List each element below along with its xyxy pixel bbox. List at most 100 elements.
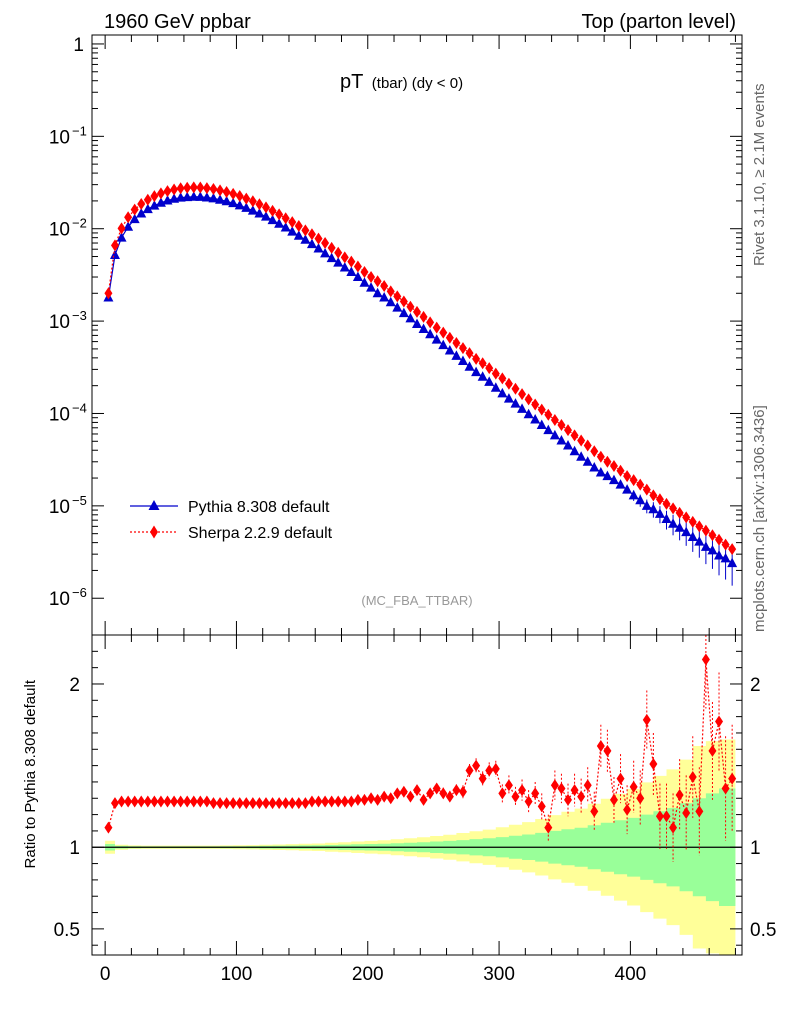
legend-triangle-marker [148,500,160,510]
ratio-point [373,793,382,806]
pythia-point [293,230,304,240]
sherpa-point [426,316,435,329]
sherpa-point [715,533,724,546]
pythia-point [228,197,239,208]
pythia-point [188,191,199,201]
ratio-point [701,653,710,666]
legend-label-sherpa: Sherpa 2.2.9 default [188,525,333,542]
pythia-point [425,328,436,339]
pythia-point [274,218,285,228]
sherpa-point [235,190,244,203]
sherpa-point [596,450,605,463]
sherpa-point [708,529,717,542]
sherpa-point [347,255,356,268]
ratio-point [570,784,579,797]
sherpa-point [137,198,146,211]
sherpa-point [242,192,251,205]
sherpa-point [307,228,316,241]
pythia-point [622,484,633,494]
sherpa-point [511,382,520,395]
sherpa-point [393,290,402,303]
pythia-point [694,536,705,546]
ratio-point [189,795,198,808]
ratio-point [294,797,303,810]
ratio-point [485,764,494,777]
ratio-x-axis: 0 100 200 300 400 [100,635,736,985]
ratio-point [216,797,225,810]
pythia-point [267,214,278,225]
pythia-point [517,403,528,413]
ratio-point [629,780,638,793]
pythia-point [648,503,659,514]
pythia-point [543,424,554,435]
main-y-tick-exponent: −3 [72,308,87,323]
pythia-point [471,366,482,377]
ratio-point [557,782,566,795]
ratio-point [544,821,553,834]
sherpa-point [629,474,638,487]
ratio-point [524,795,533,808]
pythia-point [707,544,718,555]
sherpa-point [583,439,592,452]
ratio-point [721,782,730,795]
sherpa-point [550,413,559,426]
main-y-tick-exponent: −6 [72,585,87,600]
ratio-point [183,795,192,808]
main-y-tick-exponent: −4 [72,400,87,415]
rivet-label: Rivet 3.1.10, ≥ 2.1M events [751,84,768,267]
sherpa-point [143,193,152,206]
sherpa-point [419,310,428,323]
ratio-point [406,790,415,803]
pythia-point [306,238,317,249]
pythia-point [608,474,619,485]
pythia-point [431,334,442,344]
header-left: 1960 GeV ppbar [104,11,251,33]
main-y-tick-label: 10 [49,497,70,518]
sherpa-point [662,497,671,510]
sherpa-point [728,543,737,556]
sherpa-point [189,181,198,194]
ratio-x-tick-label: 100 [221,964,253,985]
sherpa-point [485,362,494,375]
pythia-point [510,398,521,408]
ratio-point [426,787,435,800]
pythia-point [457,355,468,365]
pythia-point [412,318,422,329]
pythia-point [339,262,350,272]
sherpa-point [570,429,579,442]
ratio-point [170,795,179,808]
ratio-point [340,795,349,808]
pythia-point [405,312,416,323]
sherpa-point [498,372,507,385]
pythia-point [576,451,587,461]
sherpa-point [380,279,389,292]
pythia-point [366,282,377,292]
sherpa-point [268,204,277,217]
pythia-point [195,191,206,201]
pythia-point [418,323,429,334]
pythia-point [681,526,692,537]
plot-title: pT (tbar) (dy < 0) [340,71,463,93]
sherpa-point [314,232,323,245]
ratio-point [675,789,684,801]
ratio-point [616,772,625,785]
ratio-point [222,797,231,810]
pythia-point [700,541,711,551]
sherpa-point [163,185,172,198]
sherpa-point [669,502,678,515]
pythia-point [182,191,193,202]
sherpa-point [340,251,349,264]
ratio-y-tick-label-right: 2 [750,675,761,696]
main-y-tick-label: 10 [49,220,70,241]
ratio-point [314,795,323,808]
ratio-point [564,793,573,806]
ratio-point [104,821,113,834]
sherpa-point [130,203,139,216]
ratio-point [150,795,159,808]
sherpa-point [367,271,376,284]
sherpa-point [281,212,290,225]
ratio-point [623,803,632,816]
ratio-point [655,810,664,823]
ratio-point [642,713,651,726]
